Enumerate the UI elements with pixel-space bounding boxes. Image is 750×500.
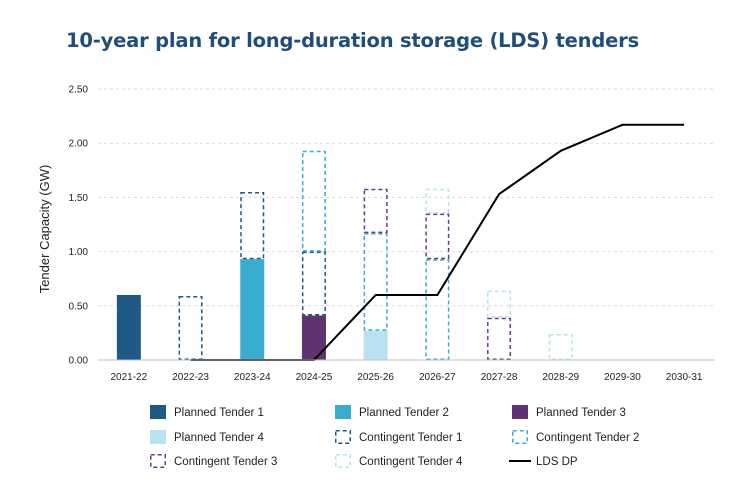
x-tick-label: 2030-31 <box>666 372 703 383</box>
legend-label-planned-tender-1: Planned Tender 1 <box>174 407 264 419</box>
y-tick-label: 0.50 <box>69 301 89 312</box>
legend-label-contingent-tender-1: Contingent Tender 1 <box>359 432 462 444</box>
x-tick-label: 2027-28 <box>481 372 518 383</box>
grid-lines <box>98 88 715 307</box>
legend-swatch-planned-tender-3 <box>512 405 528 419</box>
bar-contingent-tender-3 <box>425 213 450 260</box>
line-lds-dp <box>190 123 685 361</box>
y-axis-title: Tender Capacity (GW) <box>37 165 52 294</box>
legend-swatch-contingent-tender-4 <box>335 454 351 468</box>
bars <box>116 150 573 361</box>
x-tick-label: 2026-27 <box>419 372 456 383</box>
x-tick-label: 2029-30 <box>604 372 641 383</box>
legend-swatch-planned-tender-2 <box>335 405 351 419</box>
bar-planned-tender-1 <box>116 294 141 360</box>
legend-label-contingent-tender-2: Contingent Tender 2 <box>536 432 639 444</box>
legend-swatch-contingent-tender-2 <box>512 430 528 444</box>
bar-contingent-tender-1 <box>240 191 265 260</box>
bar-contingent-tender-4 <box>548 333 573 361</box>
lds-dp-line <box>190 123 685 361</box>
legend-label-contingent-tender-4: Contingent Tender 4 <box>359 456 463 468</box>
bar-planned-tender-3 <box>301 315 326 360</box>
y-tick-label: 0.00 <box>69 356 89 367</box>
legend-swatch-planned-tender-1 <box>150 405 166 419</box>
x-tick-label: 2025-26 <box>357 372 394 383</box>
chart-title: 10-year plan for long-duration storage (… <box>66 29 639 52</box>
legend-swatch-contingent-tender-3 <box>150 454 166 468</box>
bar-contingent-tender-3 <box>487 317 512 360</box>
bar-contingent-tender-3 <box>363 188 388 234</box>
bar-contingent-tender-4 <box>425 188 450 214</box>
legend-swatch-planned-tender-4 <box>150 430 166 444</box>
legend: Planned Tender 1 Planned Tender 2 Planned … <box>150 405 639 468</box>
x-tick-label: 2021-22 <box>110 372 147 383</box>
x-tick-label: 2023-24 <box>234 372 271 383</box>
axes: 0.00 0.50 1.00 1.50 2.00 2.50 2021-22 2022-23 20… <box>69 85 715 383</box>
bar-contingent-tender-4 <box>487 290 512 318</box>
y-tick-label: 1.50 <box>69 193 89 204</box>
y-tick-label: 1.00 <box>69 247 89 258</box>
bar-contingent-tender-2 <box>425 259 450 360</box>
x-tick-label: 2024-25 <box>296 372 333 383</box>
legend-label-planned-tender-4: Planned Tender 4 <box>174 432 265 444</box>
x-tick-label: 2028-29 <box>542 372 579 383</box>
y-tick-label: 2.00 <box>69 139 89 150</box>
legend-label-planned-tender-3: Planned Tender 3 <box>536 407 626 419</box>
bar-planned-tender-4 <box>363 330 388 360</box>
legend-label-contingent-tender-3: Contingent Tender 3 <box>174 456 277 468</box>
bar-planned-tender-2 <box>240 259 265 360</box>
x-tick-label: 2022-23 <box>172 372 209 383</box>
legend-label-lds-dp: LDS DP <box>536 456 578 468</box>
legend-label-planned-tender-2: Planned Tender 2 <box>359 407 449 419</box>
bar-contingent-tender-2 <box>363 233 388 331</box>
bar-contingent-tender-2 <box>301 150 326 252</box>
legend-swatch-contingent-tender-1 <box>335 430 351 444</box>
y-tick-label: 2.50 <box>69 85 89 96</box>
